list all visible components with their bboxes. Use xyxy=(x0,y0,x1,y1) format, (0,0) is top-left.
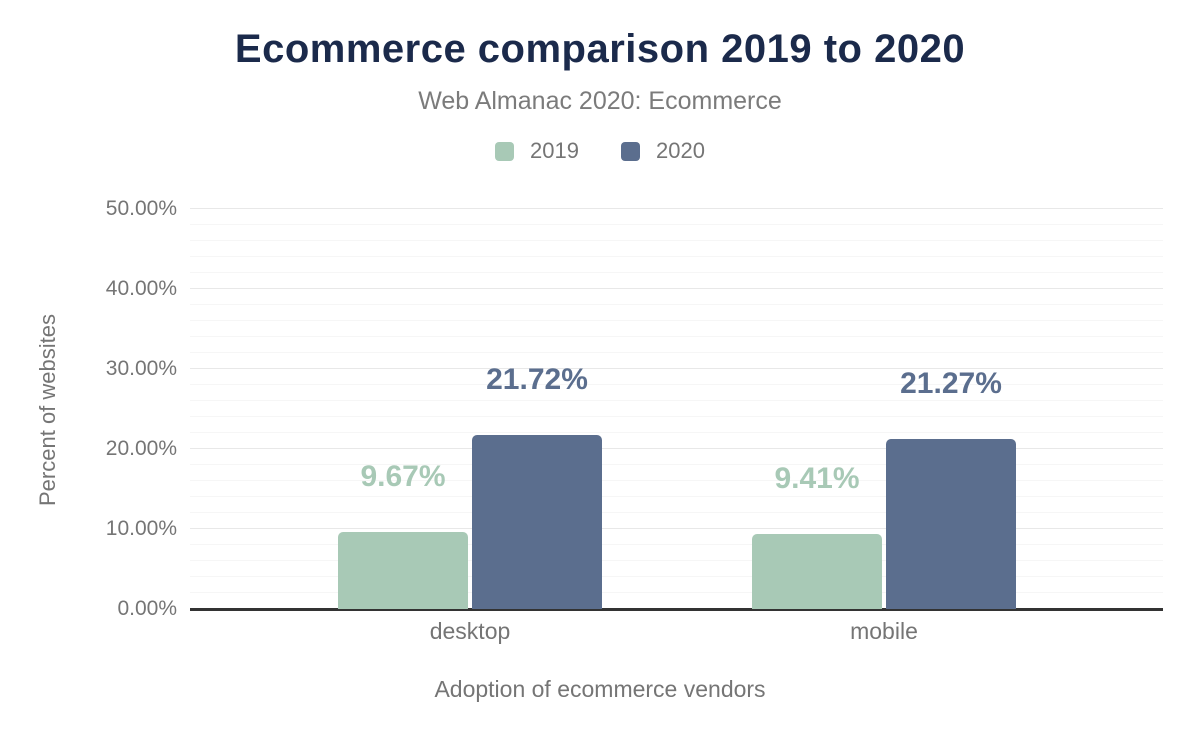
minor-gridline xyxy=(190,224,1163,225)
minor-gridline xyxy=(190,592,1163,593)
x-axis-title: Adoption of ecommerce vendors xyxy=(434,676,766,702)
minor-gridline xyxy=(190,400,1163,401)
major-gridline xyxy=(190,288,1163,289)
minor-gridline xyxy=(190,544,1163,545)
minor-gridline xyxy=(190,304,1163,305)
category-label: desktop xyxy=(429,618,511,644)
minor-gridline xyxy=(190,240,1163,241)
minor-gridline xyxy=(190,560,1163,561)
plot-area xyxy=(190,208,1163,611)
legend-item-2019: 2019 xyxy=(495,138,579,164)
chart-subtitle: Web Almanac 2020: Ecommerce xyxy=(418,87,782,115)
major-gridline xyxy=(190,528,1163,529)
value-label-mobile-2019: 9.41% xyxy=(774,462,860,495)
y-tick-label: 0.00% xyxy=(117,597,177,620)
category-label: mobile xyxy=(850,618,918,644)
bar-mobile-2019 xyxy=(752,534,882,609)
legend-label: 2020 xyxy=(656,138,705,163)
legend-swatch-2020 xyxy=(621,141,640,161)
minor-gridline xyxy=(190,384,1163,385)
minor-gridline xyxy=(190,416,1163,417)
minor-gridline xyxy=(190,272,1163,273)
value-label-mobile-2020: 21.27% xyxy=(900,367,1002,400)
major-gridline xyxy=(190,368,1163,369)
y-tick-label: 10.00% xyxy=(105,517,177,540)
minor-gridline xyxy=(190,432,1163,433)
y-tick-label: 50.00% xyxy=(105,197,177,220)
major-gridline xyxy=(190,448,1163,449)
y-tick-label: 20.00% xyxy=(105,437,177,460)
chart-title: Ecommerce comparison 2019 to 2020 xyxy=(234,27,966,71)
minor-gridline xyxy=(190,512,1163,513)
legend: 2019 2020 xyxy=(0,138,1200,164)
major-gridline xyxy=(190,208,1163,209)
bar-desktop-2020 xyxy=(472,435,602,609)
y-axis-title: Percent of websites xyxy=(35,314,60,506)
value-label-desktop-2019: 9.67% xyxy=(360,460,446,493)
y-tick-label: 30.00% xyxy=(105,357,177,380)
minor-gridline xyxy=(190,352,1163,353)
minor-gridline xyxy=(190,480,1163,481)
bar-desktop-2019 xyxy=(338,532,468,609)
minor-gridline xyxy=(190,256,1163,257)
minor-gridline xyxy=(190,496,1163,497)
x-axis-line xyxy=(190,608,1163,611)
minor-gridline xyxy=(190,336,1163,337)
minor-gridline xyxy=(190,320,1163,321)
minor-gridline xyxy=(190,464,1163,465)
legend-swatch-2019 xyxy=(495,141,515,161)
legend-item-2020: 2020 xyxy=(621,138,705,164)
y-tick-label: 40.00% xyxy=(105,277,177,300)
legend-label: 2019 xyxy=(530,138,579,163)
bar-mobile-2020 xyxy=(886,439,1016,609)
value-label-desktop-2020: 21.72% xyxy=(486,363,588,396)
minor-gridline xyxy=(190,576,1163,577)
